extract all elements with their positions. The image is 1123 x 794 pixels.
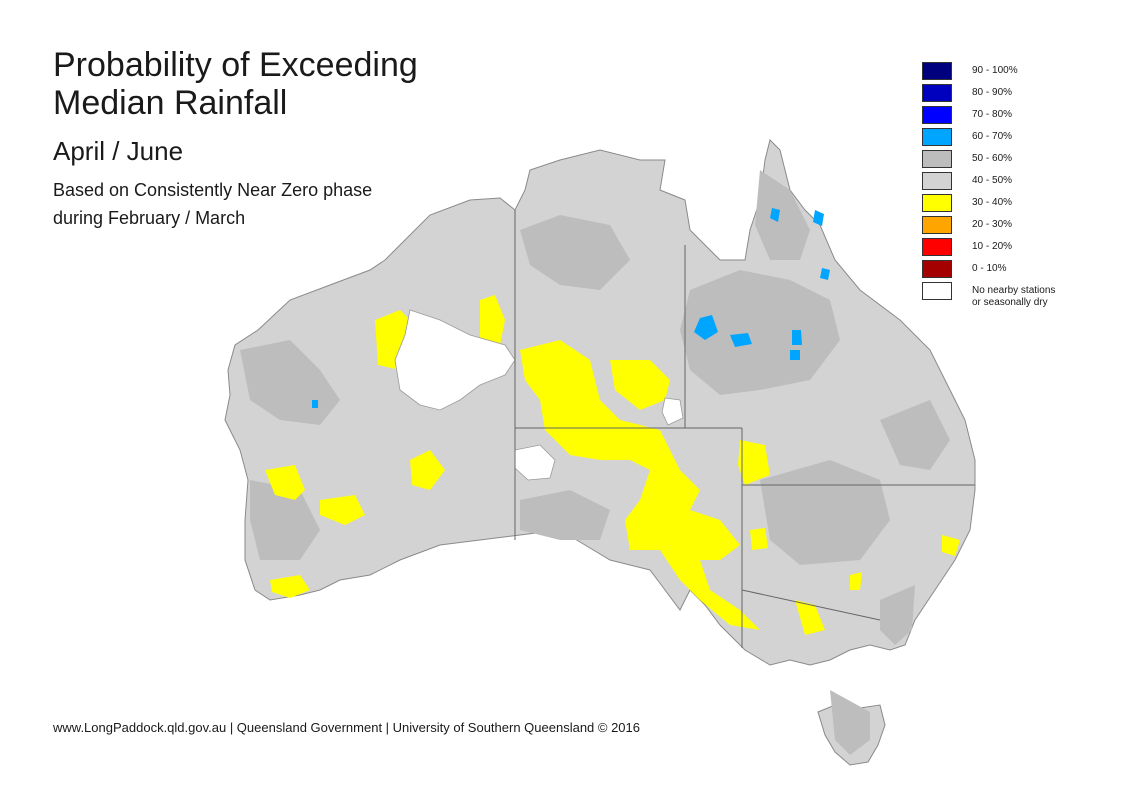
zone-no-stations [394,309,684,481]
legend-item: 60 - 70% [922,128,1055,150]
zone-50-60 [240,170,950,755]
map-title: Probability of Exceeding Median Rainfall [53,46,418,122]
zone-60-70 [312,208,830,408]
legend-item: 80 - 90% [922,84,1055,106]
legend-label: 50 - 60% [972,153,1013,164]
legend-item: 70 - 80% [922,106,1055,128]
legend-swatch [922,238,952,256]
legend-swatch [922,216,952,234]
legend-label: 70 - 80% [972,109,1013,120]
legend-swatch [922,106,952,124]
zone-30-40 [265,295,960,635]
legend-label: No nearby stations or seasonally dry [972,285,1056,308]
legend-swatch [922,172,952,190]
legend-label: 0 - 10% [972,263,1007,274]
footer-credits: www.LongPaddock.qld.gov.au | Queensland … [53,720,640,735]
period-subtitle: April / June [53,136,184,166]
legend-label: 60 - 70% [972,131,1013,142]
legend-swatch [922,282,952,300]
legend-label: 90 - 100% [972,65,1018,76]
phase-description: Based on Consistently Near Zero phase du… [53,180,373,228]
legend-item: 10 - 20% [922,238,1055,260]
legend-label: 80 - 90% [972,87,1013,98]
legend-swatch [922,260,952,278]
legend-swatch [922,62,952,80]
legend-item: 20 - 30% [922,216,1055,238]
legend-item: No nearby stations or seasonally dry [922,282,1055,312]
legend-item: 0 - 10% [922,260,1055,282]
state-borders [514,210,975,648]
legend-swatch [922,128,952,146]
legend-item: 90 - 100% [922,62,1055,84]
legend-swatch [922,84,952,102]
legend-item: 50 - 60% [922,150,1055,172]
legend: 90 - 100% 80 - 90% 70 - 80% 60 - 70% 50 … [922,62,1055,312]
legend-label: 30 - 40% [972,197,1013,208]
legend-item: 40 - 50% [922,172,1055,194]
legend-label: 40 - 50% [972,175,1013,186]
legend-label: 20 - 30% [972,219,1013,230]
legend-swatch [922,194,952,212]
legend-label: 10 - 20% [972,241,1013,252]
legend-item: 30 - 40% [922,194,1055,216]
legend-swatch [922,150,952,168]
